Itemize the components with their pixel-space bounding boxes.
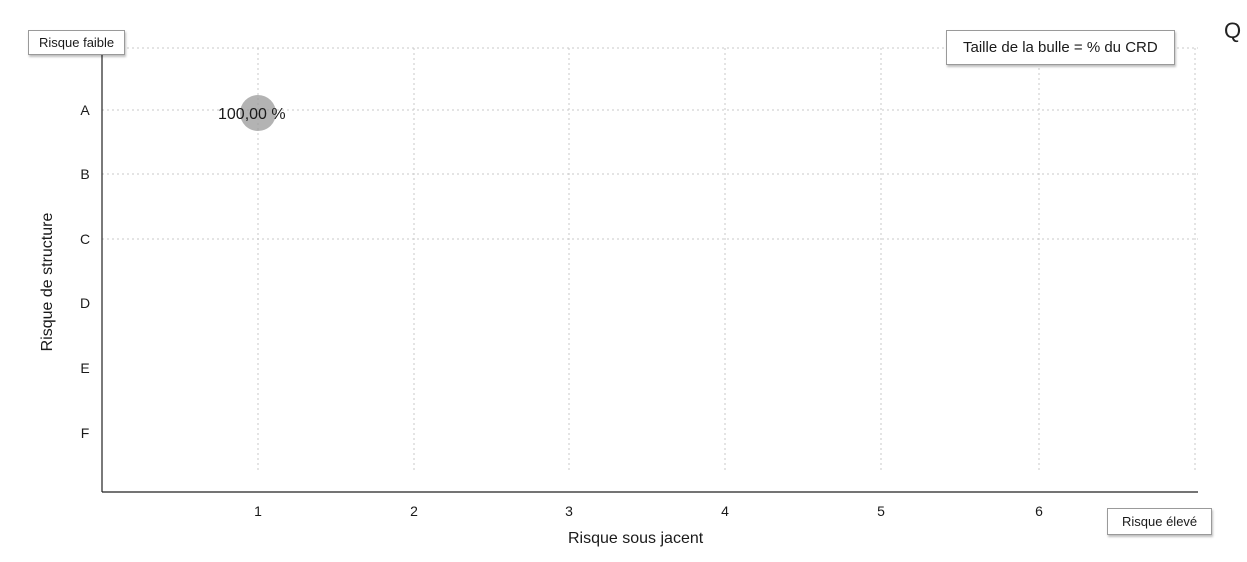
y-tick-labels: A B C D E F [80,102,90,441]
bubble [240,95,276,131]
y-tick-label: C [80,231,90,247]
risk-low-label: Risque faible [28,30,126,55]
x-tick-label: 4 [721,503,729,519]
bubble-size-legend: Taille de la bulle = % du CRD [946,30,1175,65]
risk-high-label: Risque élevé [1107,508,1213,535]
y-tick-label: B [80,166,89,182]
x-tick-label: 6 [1035,503,1043,519]
corner-glyph: Q [1224,18,1242,43]
y-tick-label: F [81,425,90,441]
axes [101,44,1198,493]
x-tick-label: 5 [877,503,885,519]
x-tick-label: 3 [565,503,573,519]
y-tick-label: D [80,295,90,311]
bubble-label: 100,00 % [218,106,286,123]
y-tick-label: E [80,360,89,376]
y-axis-title: Risque de structure [39,212,56,352]
y-tick-label: A [80,102,90,118]
x-axis-title: Risque sous jacent [568,530,704,547]
bubbles: 100,00 % [218,95,286,131]
grid [102,47,1198,470]
x-tick-label: 1 [254,503,262,519]
x-tick-label: 2 [410,503,418,519]
x-tick-labels: 1 2 3 4 5 6 [254,503,1043,519]
